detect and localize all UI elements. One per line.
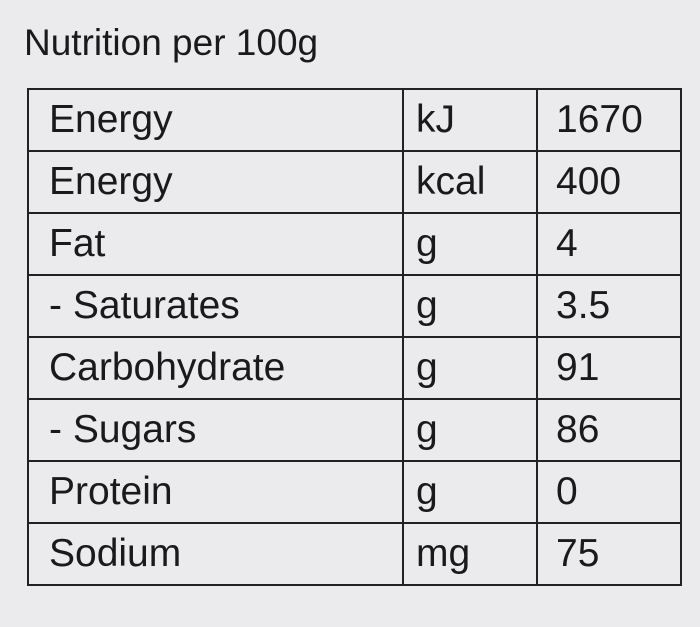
nutrient-name: Protein — [27, 460, 404, 524]
nutrient-value: 86 — [536, 398, 682, 462]
nutrient-unit: g — [402, 336, 538, 400]
nutrient-value: 1670 — [536, 88, 682, 152]
nutrient-unit: g — [402, 212, 538, 276]
nutrient-name: - Saturates — [27, 274, 404, 338]
table-row: Sodium mg 75 — [27, 522, 682, 586]
table-row: Energy kJ 1670 — [27, 88, 682, 152]
nutrient-value: 0 — [536, 460, 682, 524]
table-row: - Saturates g 3.5 — [27, 274, 682, 338]
table-row: Protein g 0 — [27, 460, 682, 524]
label-title: Nutrition per 100g — [24, 22, 319, 63]
table-row: Energy kcal 400 — [27, 150, 682, 214]
nutrient-name: Energy — [27, 150, 404, 214]
nutrient-unit: g — [402, 274, 538, 338]
nutrient-value: 75 — [536, 522, 682, 586]
table-row: Fat g 4 — [27, 212, 682, 276]
nutrient-name: Energy — [27, 88, 404, 152]
nutrient-unit: kcal — [402, 150, 538, 214]
nutrition-table: Energy kJ 1670 Energy kcal 400 Fat g 4- Saturate… — [27, 88, 682, 586]
nutrient-value: 4 — [536, 212, 682, 276]
nutrient-value: 3.5 — [536, 274, 682, 338]
nutrient-unit: g — [402, 398, 538, 462]
nutrient-name: Carbohydrate — [27, 336, 404, 400]
nutrient-value: 400 — [536, 150, 682, 214]
table-row: Carbohydrate g 91 — [27, 336, 682, 400]
nutrient-unit: kJ — [402, 88, 538, 152]
nutrient-name: Sodium — [27, 522, 404, 586]
nutrient-value: 91 — [536, 336, 682, 400]
nutrient-unit: mg — [402, 522, 538, 586]
nutrient-unit: g — [402, 460, 538, 524]
table-row: - Sugars g 86 — [27, 398, 682, 462]
nutrient-name: - Sugars — [27, 398, 404, 462]
nutrient-name: Fat — [27, 212, 404, 276]
